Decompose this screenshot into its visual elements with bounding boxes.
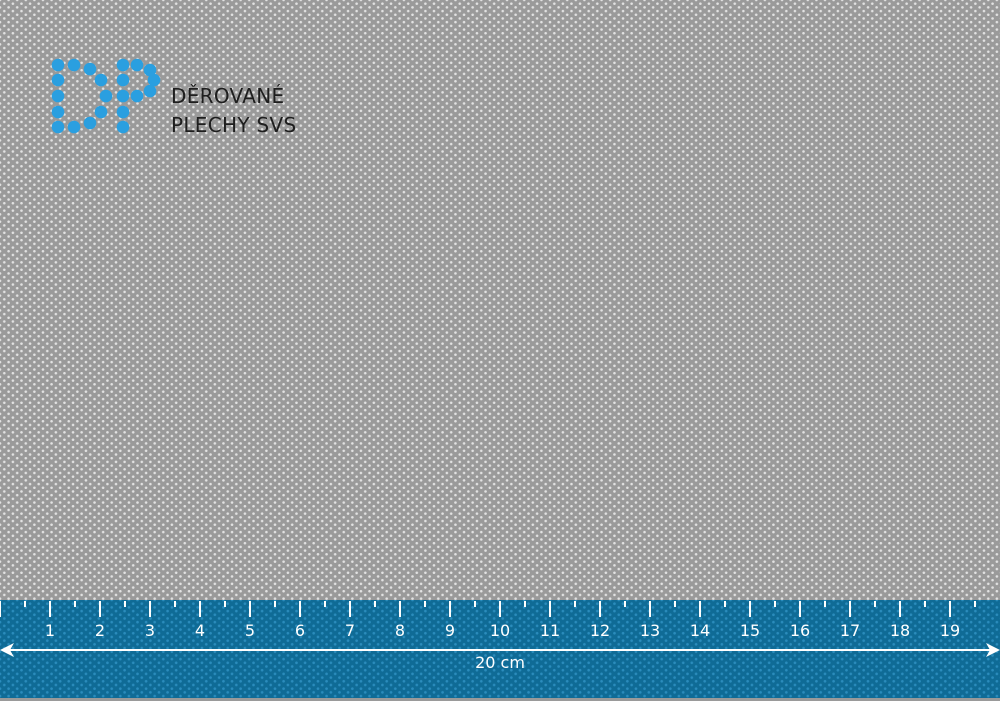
minor-tick bbox=[724, 601, 726, 607]
logo-dot bbox=[147, 73, 161, 87]
logo-dot bbox=[51, 105, 65, 119]
minor-tick bbox=[274, 601, 276, 607]
ruler: 20 cm 1 2 3 4 5 6 7 8 9 10 11 12 13 14 15 16 17 18 19 bbox=[0, 600, 1000, 698]
major-tick bbox=[699, 601, 701, 617]
ruler-label: 5 bbox=[244, 621, 256, 640]
ruler-label: 19 bbox=[939, 621, 961, 640]
ruler-label: 17 bbox=[839, 621, 861, 640]
major-tick bbox=[449, 601, 451, 617]
logo-dot bbox=[116, 89, 130, 103]
major-tick bbox=[199, 601, 201, 617]
major-tick bbox=[149, 601, 151, 617]
dimension-arrow bbox=[0, 643, 1000, 657]
logo-dot bbox=[99, 89, 113, 103]
minor-tick bbox=[924, 601, 926, 607]
logo-dot bbox=[51, 58, 65, 72]
major-tick bbox=[949, 601, 951, 617]
ruler-label: 18 bbox=[889, 621, 911, 640]
logo-dot bbox=[130, 89, 144, 103]
ruler-label: 16 bbox=[789, 621, 811, 640]
major-tick bbox=[899, 601, 901, 617]
sheet-bottom-edge bbox=[0, 698, 1000, 701]
logo-dot bbox=[143, 63, 157, 77]
logo-dot bbox=[51, 120, 65, 134]
ruler-label: 1 bbox=[44, 621, 56, 640]
logo-dot bbox=[67, 58, 81, 72]
minor-tick bbox=[124, 601, 126, 607]
logo-dot bbox=[67, 120, 81, 134]
minor-tick bbox=[524, 601, 526, 607]
ruler-label: 15 bbox=[739, 621, 761, 640]
dp-logo bbox=[51, 58, 161, 134]
major-tick bbox=[599, 601, 601, 617]
minor-tick bbox=[374, 601, 376, 607]
ruler-label: 11 bbox=[539, 621, 561, 640]
total-length-label: 20 cm bbox=[475, 653, 525, 672]
minor-tick bbox=[174, 601, 176, 607]
major-tick bbox=[0, 601, 1, 617]
logo-dot bbox=[83, 62, 97, 76]
brand-line-2: PLECHY SVS bbox=[171, 113, 297, 137]
logo-dot bbox=[116, 58, 130, 72]
minor-tick bbox=[474, 601, 476, 607]
major-tick bbox=[349, 601, 351, 617]
major-tick bbox=[299, 601, 301, 617]
logo-dot bbox=[83, 116, 97, 130]
logo-dot bbox=[143, 84, 157, 98]
ruler-label: 2 bbox=[94, 621, 106, 640]
brand-line-1: DĚROVANÉ bbox=[171, 84, 285, 108]
major-tick bbox=[849, 601, 851, 617]
ruler-label: 4 bbox=[194, 621, 206, 640]
brand-name: DĚROVANÉ PLECHY SVS bbox=[171, 82, 297, 140]
ruler-label: 8 bbox=[394, 621, 406, 640]
major-tick bbox=[649, 601, 651, 617]
ruler-label: 7 bbox=[344, 621, 356, 640]
major-tick bbox=[549, 601, 551, 617]
logo-dot bbox=[51, 73, 65, 87]
major-tick bbox=[499, 601, 501, 617]
minor-tick bbox=[74, 601, 76, 607]
ruler-label: 3 bbox=[144, 621, 156, 640]
ruler-label: 12 bbox=[589, 621, 611, 640]
logo-dot bbox=[116, 120, 130, 134]
minor-tick bbox=[874, 601, 876, 607]
logo-dot bbox=[130, 58, 144, 72]
minor-tick bbox=[774, 601, 776, 607]
major-tick bbox=[749, 601, 751, 617]
minor-tick bbox=[824, 601, 826, 607]
minor-tick bbox=[424, 601, 426, 607]
minor-tick bbox=[324, 601, 326, 607]
ruler-label: 14 bbox=[689, 621, 711, 640]
minor-tick bbox=[674, 601, 676, 607]
major-tick bbox=[799, 601, 801, 617]
logo-dot bbox=[94, 105, 108, 119]
major-tick bbox=[399, 601, 401, 617]
minor-tick bbox=[224, 601, 226, 607]
major-tick bbox=[99, 601, 101, 617]
minor-tick bbox=[624, 601, 626, 607]
ruler-label: 13 bbox=[639, 621, 661, 640]
logo-dot bbox=[51, 89, 65, 103]
logo-dot bbox=[116, 105, 130, 119]
logo-dot bbox=[94, 73, 108, 87]
minor-tick bbox=[574, 601, 576, 607]
minor-tick bbox=[974, 601, 976, 607]
major-tick bbox=[249, 601, 251, 617]
major-tick bbox=[49, 601, 51, 617]
ruler-label: 6 bbox=[294, 621, 306, 640]
ruler-label: 10 bbox=[489, 621, 511, 640]
minor-tick bbox=[24, 601, 26, 607]
ruler-label: 9 bbox=[444, 621, 456, 640]
logo-dot bbox=[116, 73, 130, 87]
